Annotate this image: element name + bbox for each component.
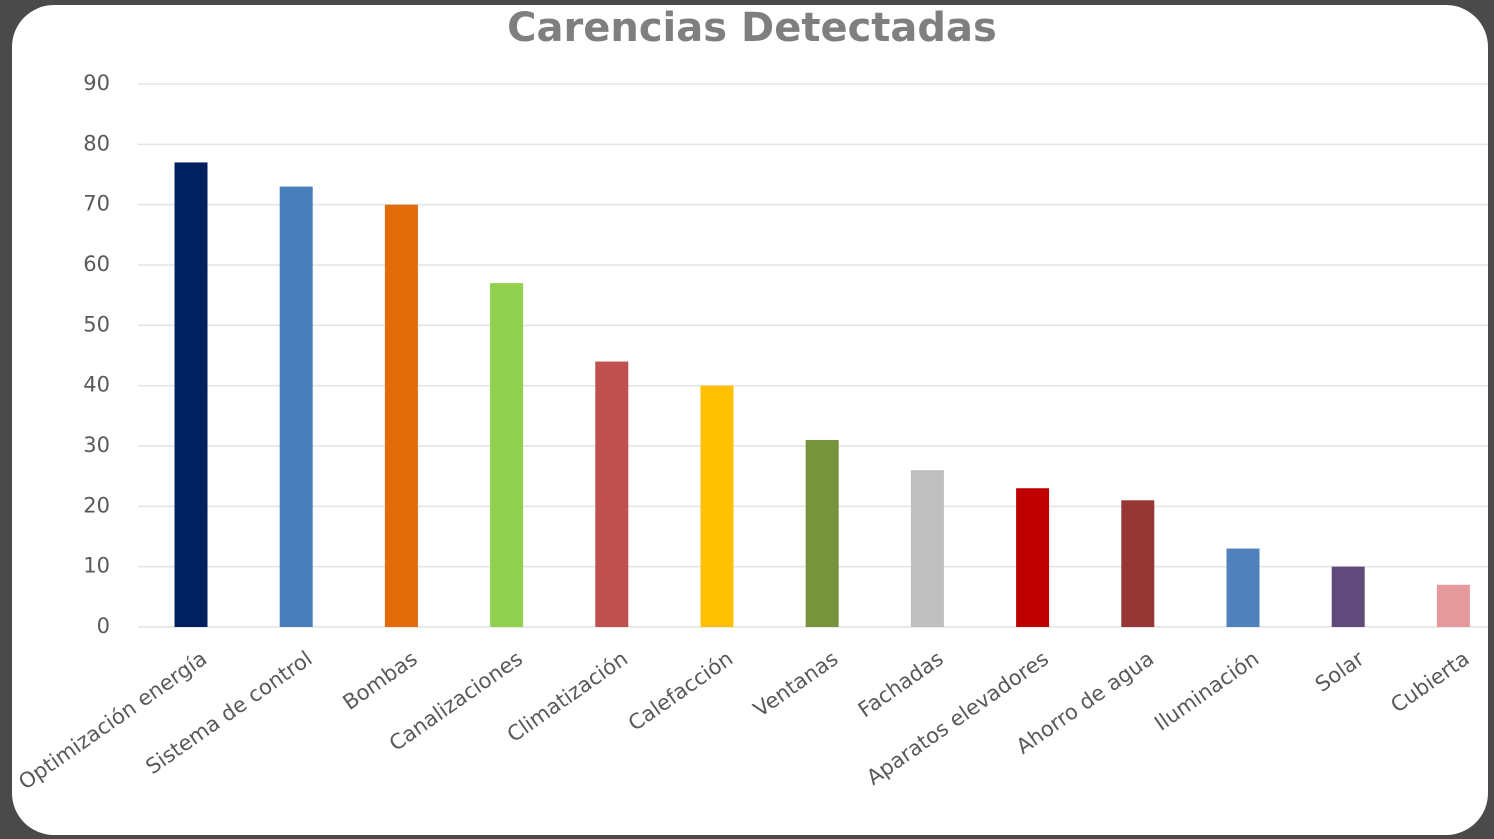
- bar: [700, 385, 734, 627]
- y-tick-label: 0: [97, 614, 110, 638]
- bar: [1331, 566, 1365, 627]
- bar: [910, 470, 944, 627]
- y-tick-label: 70: [83, 192, 110, 216]
- y-tick-label: 80: [83, 131, 110, 155]
- y-tick-label: 40: [83, 373, 110, 397]
- y-tick-label: 90: [83, 71, 110, 95]
- y-tick-label: 50: [83, 312, 110, 336]
- chart-title: Carencias Detectadas: [507, 5, 997, 51]
- y-tick-label: 10: [83, 554, 110, 578]
- bar: [805, 439, 839, 627]
- bar: [490, 283, 524, 627]
- bar: [384, 204, 418, 627]
- bar: [1436, 584, 1470, 627]
- y-tick-label: 20: [83, 493, 110, 517]
- bar: [595, 361, 629, 627]
- bar: [1016, 488, 1050, 627]
- y-tick-label: 60: [83, 252, 110, 276]
- y-tick-label: 30: [83, 433, 110, 457]
- bar: [1226, 548, 1260, 627]
- bar: [174, 162, 208, 627]
- bar: [279, 186, 313, 628]
- bar: [1121, 500, 1155, 627]
